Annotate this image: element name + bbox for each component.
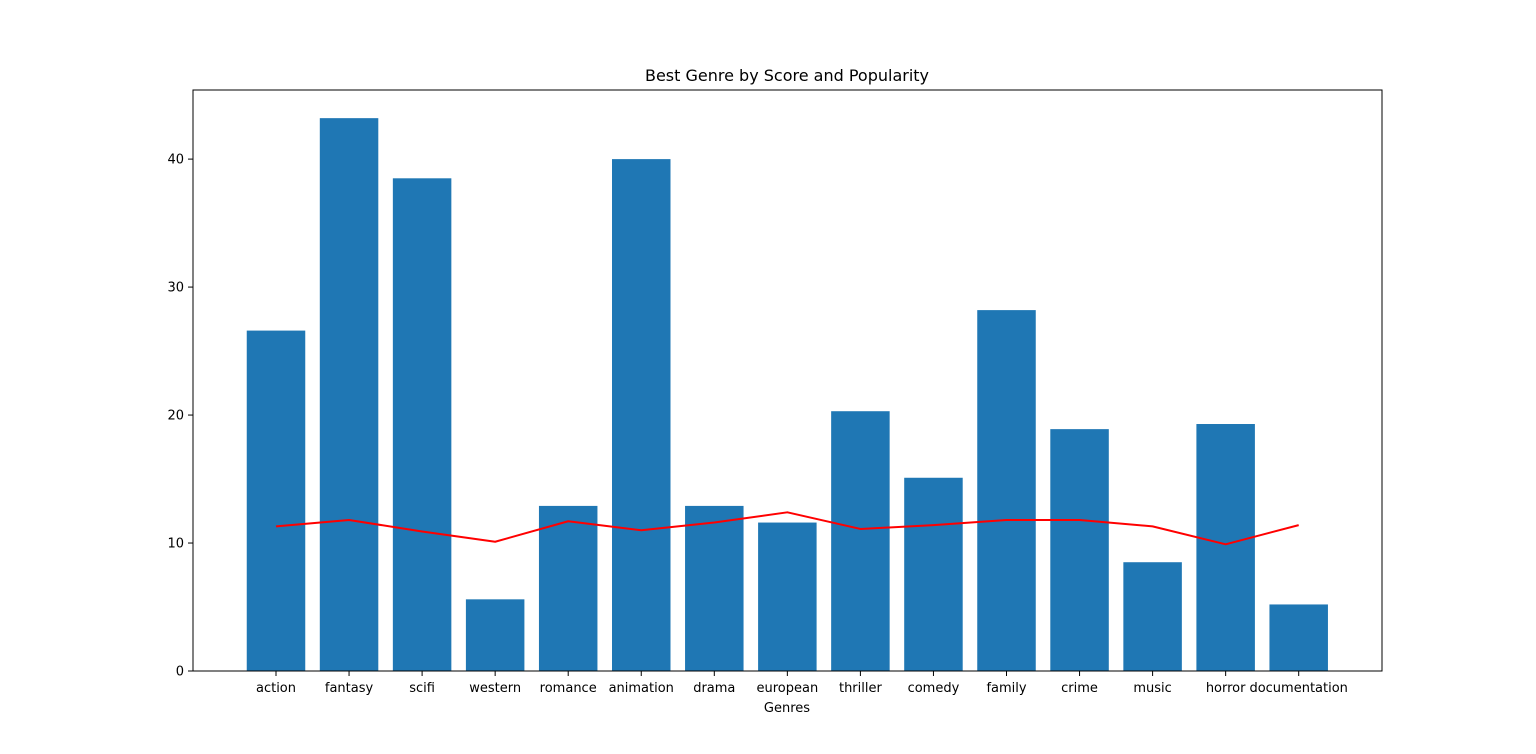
bar-european (758, 522, 817, 671)
line-layer (275, 511, 1299, 546)
x-tick-label-crime: crime (1061, 681, 1098, 696)
x-tick-label-european: european (756, 681, 818, 696)
y-tick-label-40: 40 (167, 153, 184, 168)
bar-music (1123, 562, 1182, 671)
bar-thriller (831, 411, 890, 671)
bar-romance (538, 505, 598, 671)
bars-layer (246, 118, 1328, 672)
bar-western (465, 599, 525, 671)
x-tick-label-western: western (469, 681, 521, 696)
x-tick-label-comedy: comedy (908, 681, 960, 696)
bar-action (246, 330, 306, 671)
x-axis-label: Genres (764, 701, 810, 716)
y-tick-label-10: 10 (167, 537, 184, 552)
y-tick-label-30: 30 (167, 281, 184, 296)
bar-animation (612, 159, 671, 672)
x-tick-label-animation: animation (609, 681, 674, 696)
x-tick-label-family: family (986, 681, 1026, 696)
chart-title: Best Genre by Score and Popularity (645, 66, 929, 85)
y-tick-label-20: 20 (167, 409, 184, 424)
plot-frame (192, 89, 1383, 672)
bar-documentation (1269, 604, 1328, 671)
bar-drama (685, 505, 744, 671)
x-tick-label-action: action (256, 681, 296, 696)
x-tick-label-thriller: thriller (839, 681, 883, 696)
bar-scifi (392, 178, 452, 672)
x-tick-label-drama: drama (693, 681, 735, 696)
x-tick-label-romance: romance (540, 681, 597, 696)
x-tick-label-fantasy: fantasy (325, 681, 374, 696)
bar-family (977, 310, 1036, 671)
x-tick-label-horror: horror (1206, 681, 1246, 696)
bar-fantasy (319, 118, 379, 671)
y-tick-label-0: 0 (176, 665, 184, 680)
bar-horror (1196, 424, 1255, 671)
x-ticks-layer: action fantasy scifi western romance animatio… (256, 671, 1348, 696)
bar-crime (1050, 429, 1109, 671)
x-tick-label-documentation: documentation (1249, 681, 1347, 696)
y-ticks-layer: 0 10 20 30 40 (167, 153, 193, 680)
bar-comedy (904, 477, 963, 671)
x-tick-label-music: music (1133, 681, 1171, 696)
x-tick-label-scifi: scifi (409, 681, 435, 696)
